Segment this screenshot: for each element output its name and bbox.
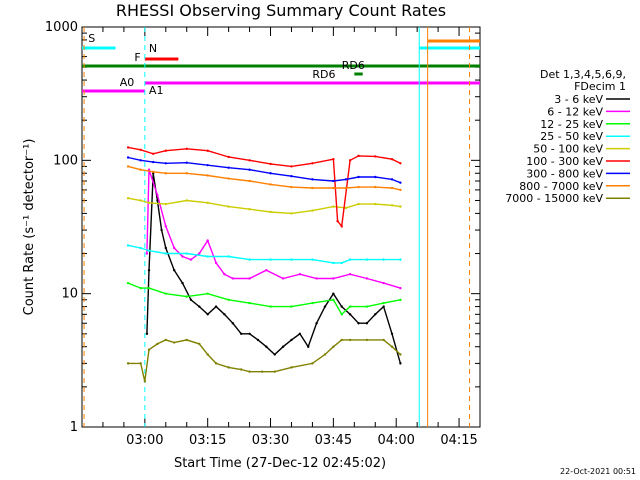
series-25-50-kev [126,244,402,265]
series-line [146,173,402,364]
status-annotation-label: N [149,42,157,55]
legend-header-line-2: FDecim 1 [574,80,626,93]
series-line [127,146,401,229]
series-line [127,165,401,191]
x-tick-label: 03:00 [126,433,163,448]
legend-entry-label: 100 - 300 keV [526,155,603,168]
y-tick-label: 100 [53,153,78,168]
x-tick-label: 04:00 [377,433,414,448]
series-12-25-kev [126,281,402,316]
y-axis-label: Count Rate (s⁻¹ detector⁻¹) [22,139,37,316]
plot-frame [81,26,481,428]
series-line [128,339,401,382]
x-tick-label: 04:15 [440,433,477,448]
y-tick-label: 1000 [45,20,78,35]
legend-entry-label: 25 - 50 keV [540,130,603,143]
legend-header-line-1: Det 1,3,4,5,6,9, [540,68,626,81]
series-3-6-kev [145,172,402,365]
legend-entry-label: 12 - 25 keV [540,118,603,131]
series-group [126,146,402,383]
legend-entry-label: 50 - 100 keV [533,143,603,156]
legend-entry-label: 3 - 6 keV [554,93,603,106]
status-annotation-label: A1 [149,84,164,97]
status-annotation-label: A0 [120,76,135,89]
legend-entry-label: 800 - 7000 keV [519,180,603,193]
series-100-300-kev [126,146,402,229]
legend-entry-label: 7000 - 15000 keV [505,192,603,205]
series-50-100-kev [126,196,402,215]
x-tick-label: 03:45 [315,433,352,448]
footer-date: 22-Oct-2021 00:51 [560,467,636,476]
series-800-7000-kev [126,165,402,192]
series-line [127,197,401,215]
legend-entry-label: 6 - 12 keV [547,105,603,118]
x-axis-label: Start Time (27-Dec-12 02:45:02) [174,456,386,471]
y-axis-ticks: 1 10 100 1000 [45,20,480,435]
status-annotation-label: RD6 [342,59,365,72]
legend-entry-label: 300 - 800 keV [526,167,603,180]
series-7000-15000-kev [126,338,402,383]
series-line [127,244,401,264]
status-annotation-label: F [134,51,140,64]
status-annotation-label: RD6 [312,68,335,81]
x-tick-label: 03:15 [189,433,226,448]
chart-title: RHESSI Observing Summary Count Rates [116,1,446,20]
x-tick-label: 03:30 [252,433,289,448]
y-tick-label: 10 [61,287,78,302]
series-6-12-kev [145,168,402,290]
series-300-800-kev [126,156,402,184]
series-line [127,282,401,316]
series-line [146,169,401,289]
y-tick-label: 1 [70,420,78,435]
instrument-status-bars [82,27,480,427]
status-annotation-label: S [88,32,95,45]
series-line [127,156,401,184]
x-axis-ticks: 03:00 03:15 03:30 03:45 04:00 04:15 [102,27,481,448]
annotation-group: S NF RD6 RD6 A0 A1 [88,32,365,97]
